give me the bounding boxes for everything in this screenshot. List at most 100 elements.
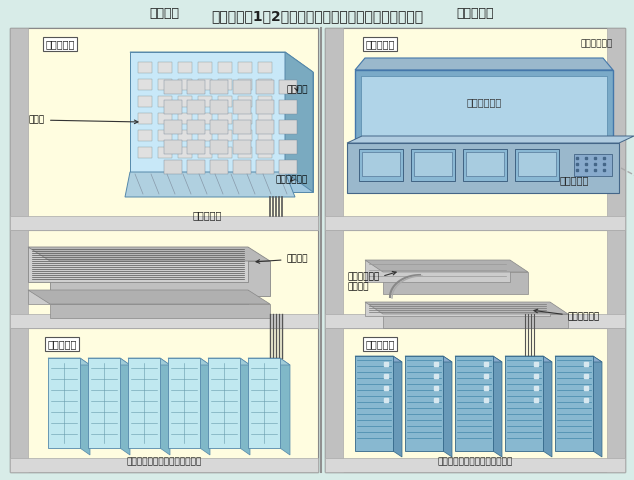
- Polygon shape: [248, 358, 290, 365]
- FancyBboxPatch shape: [158, 62, 172, 73]
- FancyBboxPatch shape: [128, 358, 160, 448]
- FancyBboxPatch shape: [158, 79, 172, 90]
- FancyBboxPatch shape: [238, 130, 252, 141]
- FancyBboxPatch shape: [365, 260, 510, 282]
- Text: 制御装置室: 制御装置室: [365, 339, 395, 349]
- FancyBboxPatch shape: [233, 80, 251, 94]
- Polygon shape: [125, 172, 295, 197]
- Polygon shape: [168, 358, 210, 365]
- Polygon shape: [505, 356, 552, 362]
- FancyBboxPatch shape: [463, 149, 507, 181]
- Polygon shape: [593, 356, 602, 457]
- FancyBboxPatch shape: [178, 113, 192, 124]
- Text: タッチパネル: タッチパネル: [467, 97, 501, 107]
- FancyBboxPatch shape: [248, 358, 280, 448]
- Polygon shape: [455, 356, 502, 362]
- FancyBboxPatch shape: [325, 28, 625, 230]
- FancyBboxPatch shape: [210, 140, 228, 154]
- Text: 警報装置: 警報装置: [287, 85, 308, 95]
- FancyBboxPatch shape: [355, 70, 613, 142]
- FancyBboxPatch shape: [256, 160, 274, 174]
- FancyBboxPatch shape: [555, 356, 593, 451]
- Polygon shape: [88, 358, 130, 365]
- FancyBboxPatch shape: [187, 140, 205, 154]
- Polygon shape: [160, 358, 170, 455]
- FancyBboxPatch shape: [178, 147, 192, 158]
- FancyBboxPatch shape: [505, 356, 543, 451]
- Polygon shape: [80, 358, 90, 455]
- FancyBboxPatch shape: [187, 120, 205, 134]
- FancyBboxPatch shape: [258, 130, 272, 141]
- FancyBboxPatch shape: [28, 247, 248, 282]
- FancyBboxPatch shape: [158, 130, 172, 141]
- Polygon shape: [365, 302, 568, 314]
- FancyBboxPatch shape: [233, 120, 251, 134]
- FancyBboxPatch shape: [233, 160, 251, 174]
- FancyBboxPatch shape: [607, 230, 625, 328]
- FancyBboxPatch shape: [10, 28, 28, 230]
- FancyBboxPatch shape: [158, 113, 172, 124]
- Polygon shape: [158, 72, 313, 192]
- FancyBboxPatch shape: [164, 160, 182, 174]
- FancyBboxPatch shape: [414, 152, 452, 176]
- FancyBboxPatch shape: [325, 28, 343, 230]
- FancyBboxPatch shape: [187, 160, 205, 174]
- FancyBboxPatch shape: [210, 120, 228, 134]
- FancyBboxPatch shape: [48, 358, 80, 448]
- Polygon shape: [543, 356, 552, 457]
- Text: ケーブル: ケーブル: [256, 254, 308, 264]
- Polygon shape: [50, 261, 270, 296]
- Polygon shape: [48, 358, 90, 365]
- FancyBboxPatch shape: [198, 130, 212, 141]
- FancyBboxPatch shape: [198, 96, 212, 107]
- FancyBboxPatch shape: [258, 147, 272, 158]
- Text: 原子炉制御装置等（アナログ）: 原子炉制御装置等（アナログ）: [126, 457, 202, 466]
- Text: 指示計: 指示計: [29, 116, 138, 124]
- Polygon shape: [355, 356, 402, 362]
- FancyBboxPatch shape: [138, 130, 152, 141]
- FancyBboxPatch shape: [238, 96, 252, 107]
- Polygon shape: [120, 358, 130, 455]
- FancyBboxPatch shape: [138, 96, 152, 107]
- FancyBboxPatch shape: [256, 100, 274, 114]
- FancyBboxPatch shape: [28, 290, 248, 304]
- FancyBboxPatch shape: [178, 96, 192, 107]
- FancyBboxPatch shape: [361, 76, 607, 138]
- Polygon shape: [393, 356, 402, 457]
- Polygon shape: [383, 272, 528, 294]
- FancyBboxPatch shape: [10, 230, 318, 328]
- FancyBboxPatch shape: [198, 147, 212, 158]
- Polygon shape: [405, 356, 452, 362]
- FancyBboxPatch shape: [138, 147, 152, 158]
- Text: 中央制御盤: 中央制御盤: [193, 210, 222, 220]
- FancyBboxPatch shape: [88, 358, 120, 448]
- FancyBboxPatch shape: [466, 152, 504, 176]
- FancyBboxPatch shape: [607, 28, 625, 230]
- Polygon shape: [347, 136, 634, 143]
- FancyBboxPatch shape: [233, 140, 251, 154]
- FancyBboxPatch shape: [258, 113, 272, 124]
- FancyBboxPatch shape: [10, 328, 28, 472]
- FancyBboxPatch shape: [218, 113, 232, 124]
- FancyBboxPatch shape: [178, 130, 192, 141]
- FancyBboxPatch shape: [258, 79, 272, 90]
- FancyBboxPatch shape: [164, 140, 182, 154]
- FancyBboxPatch shape: [158, 96, 172, 107]
- Text: 制御装置室: 制御装置室: [48, 339, 77, 349]
- FancyBboxPatch shape: [218, 130, 232, 141]
- Text: 多芯ケーブル: 多芯ケーブル: [534, 309, 600, 322]
- Text: 【現状】: 【現状】: [149, 7, 179, 20]
- FancyBboxPatch shape: [10, 28, 318, 472]
- Text: 原子炉制御装置等（デジタル）: 原子炉制御装置等（デジタル）: [437, 457, 513, 466]
- FancyBboxPatch shape: [198, 79, 212, 90]
- FancyBboxPatch shape: [411, 149, 455, 181]
- Polygon shape: [493, 356, 502, 457]
- FancyBboxPatch shape: [607, 328, 625, 472]
- Polygon shape: [50, 304, 270, 318]
- Polygon shape: [130, 52, 313, 72]
- FancyBboxPatch shape: [279, 140, 297, 154]
- FancyBboxPatch shape: [10, 458, 318, 472]
- FancyBboxPatch shape: [210, 160, 228, 174]
- FancyBboxPatch shape: [10, 216, 318, 230]
- FancyBboxPatch shape: [518, 152, 556, 176]
